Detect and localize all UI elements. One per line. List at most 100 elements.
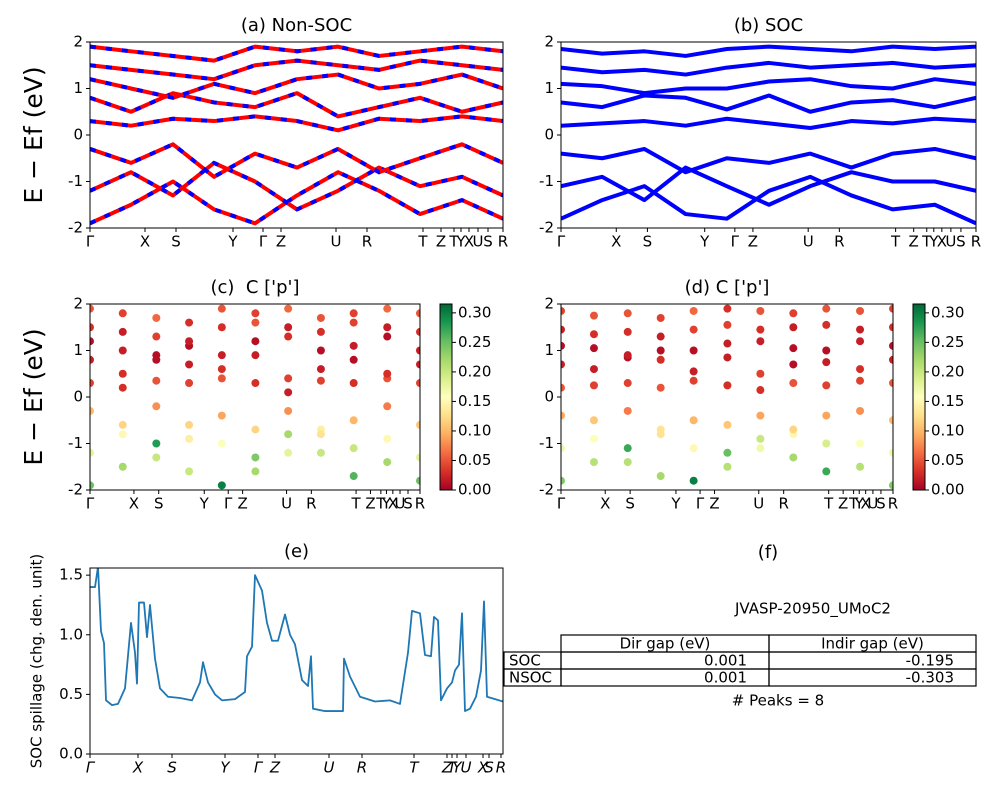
- y-tick-label: -2: [68, 219, 83, 237]
- x-tick-label: S: [643, 233, 653, 251]
- band-point: [383, 369, 392, 378]
- band-point: [217, 481, 226, 490]
- band-point: [152, 376, 161, 385]
- band-line: [561, 165, 976, 207]
- band-line-dashed: [90, 160, 503, 212]
- table-title: (f): [758, 542, 778, 563]
- x-tick-label: Γ: [696, 495, 705, 513]
- band-point: [185, 420, 194, 429]
- band-line-dashed: [90, 114, 503, 133]
- band-point: [251, 318, 260, 327]
- x-tick-label: T: [447, 759, 458, 777]
- panel-title: (e): [284, 541, 309, 562]
- band-point: [689, 376, 698, 385]
- band-point: [152, 332, 161, 341]
- x-tick-label: T: [921, 233, 932, 251]
- band-point: [822, 467, 831, 476]
- plot-area: [90, 304, 420, 490]
- band-point: [789, 425, 798, 434]
- x-tick-label: Z: [269, 759, 281, 777]
- band-point: [349, 341, 358, 350]
- band-point: [383, 323, 392, 332]
- band-point: [589, 416, 598, 425]
- band-point: [251, 467, 260, 476]
- axes-frame: [89, 303, 421, 491]
- x-tick-label: U: [461, 759, 472, 777]
- band-point: [856, 439, 865, 448]
- band-point: [185, 434, 194, 443]
- band-point: [856, 376, 865, 385]
- band-point: [251, 425, 260, 434]
- band-point: [723, 381, 732, 390]
- colorbar-tick-label: 0.30: [931, 303, 964, 321]
- band-point: [623, 327, 632, 336]
- x-tick-label: R: [415, 495, 425, 513]
- band-point: [383, 434, 392, 443]
- band-line: [561, 116, 976, 131]
- band-line: [90, 91, 503, 119]
- table-header: Dir gap (eV): [620, 635, 711, 653]
- x-tick-label: X: [129, 495, 139, 513]
- band-point: [822, 439, 831, 448]
- band-point: [217, 365, 226, 374]
- y-tick-label: 1: [73, 341, 83, 359]
- y-tick-label: -2: [68, 481, 83, 499]
- plot-area: [90, 44, 503, 226]
- x-tick-label: U: [803, 233, 814, 251]
- band-point: [217, 374, 226, 383]
- y-tick-label: 2: [544, 33, 554, 51]
- x-tick-label: Γ: [557, 233, 566, 251]
- band-point: [889, 379, 893, 388]
- band-line: [561, 77, 976, 96]
- band-point: [889, 416, 893, 425]
- colorbar-tick-label: 0.00: [458, 481, 491, 499]
- band-line: [561, 174, 976, 226]
- table-row-label: SOC: [509, 652, 541, 670]
- band-point: [383, 458, 392, 467]
- band-point: [118, 369, 127, 378]
- band-point: [416, 420, 420, 429]
- band-point: [623, 351, 632, 360]
- table-value: 0.001: [704, 669, 747, 687]
- band-point: [723, 420, 732, 429]
- x-tick-label: Z: [276, 233, 286, 251]
- band-point: [349, 416, 358, 425]
- band-point: [623, 406, 632, 415]
- band-point: [349, 444, 358, 453]
- band-point: [656, 383, 665, 392]
- band-point: [656, 346, 665, 355]
- y-tick-label: 2: [73, 33, 83, 51]
- band-point: [561, 360, 565, 369]
- table-note: # Peaks = 8: [732, 692, 824, 710]
- band-point: [251, 309, 260, 318]
- y-tick-label: -1: [68, 172, 83, 190]
- plot-area: [561, 304, 893, 490]
- band-point: [822, 304, 831, 313]
- band-point: [789, 453, 798, 462]
- y-tick-label: 2: [544, 295, 554, 313]
- y-tick-label: 1: [544, 341, 554, 359]
- band-point: [589, 344, 598, 353]
- band-point: [349, 472, 358, 481]
- x-tick-label: Z: [436, 233, 446, 251]
- x-tick-label: Z: [838, 495, 848, 513]
- table-row-label: NSOC: [509, 669, 552, 687]
- band-point: [316, 376, 325, 385]
- band-point: [822, 411, 831, 420]
- panel-title: (d) C ['p']: [685, 277, 770, 298]
- band-point: [623, 458, 632, 467]
- band-point: [822, 346, 831, 355]
- colorbar-tick-label: 0.05: [931, 451, 964, 469]
- band-point: [185, 379, 194, 388]
- band-line: [90, 160, 503, 212]
- band-point: [251, 453, 260, 462]
- x-tick-label: S: [167, 759, 177, 777]
- x-tick-label: X: [140, 233, 150, 251]
- band-point: [589, 365, 598, 374]
- y-tick-label: 0: [544, 388, 554, 406]
- x-tick-label: Z: [709, 495, 719, 513]
- band-point: [589, 434, 598, 443]
- band-point: [118, 327, 127, 336]
- y-tick-label: 1.5: [59, 566, 83, 584]
- colorbar-tick-label: 0.20: [931, 362, 964, 380]
